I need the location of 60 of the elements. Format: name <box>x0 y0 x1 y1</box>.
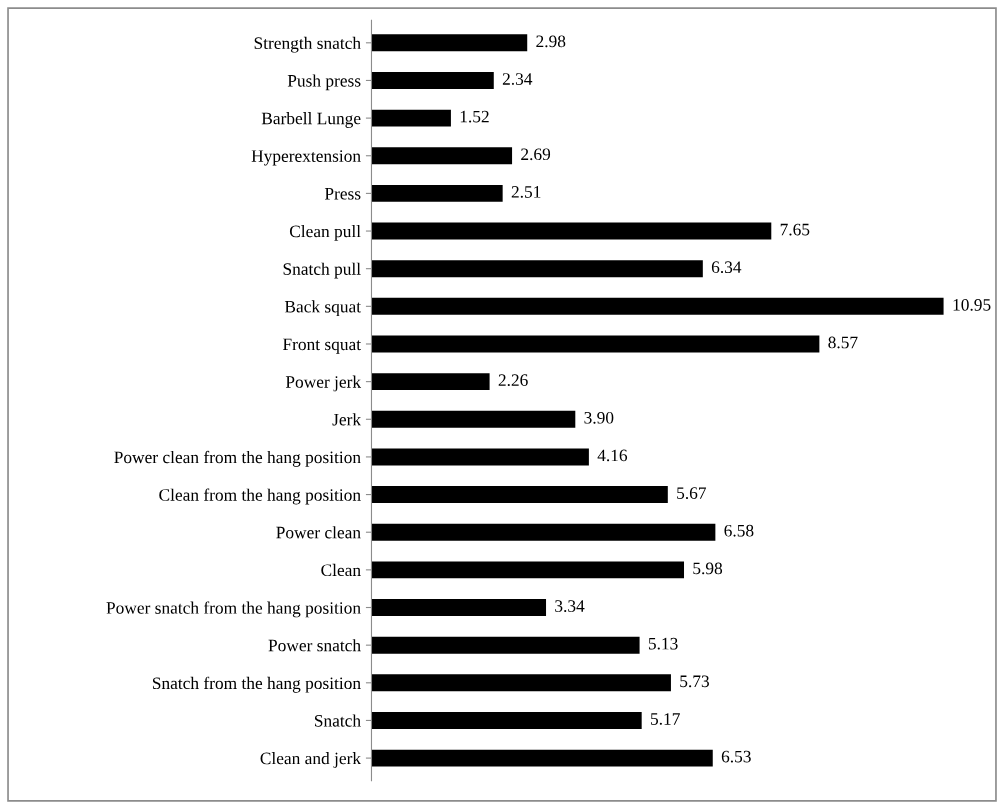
y-tick-label: Power snatch <box>268 639 361 652</box>
bar <box>371 147 513 165</box>
y-tick-label: Power jerk <box>285 375 362 392</box>
y-tick-label: Power clean <box>276 526 361 539</box>
bar <box>371 523 716 541</box>
data-label: 3.90 <box>584 411 614 424</box>
bar <box>371 297 944 315</box>
data-label: 2.34 <box>502 73 533 85</box>
data-label: 1.52 <box>460 110 489 123</box>
y-tick-label: Press <box>324 188 361 200</box>
bar <box>371 222 772 240</box>
bar <box>371 711 642 729</box>
y-tick-label: Push press <box>287 74 361 91</box>
y-tick-label: Strength snatch <box>254 36 361 53</box>
bar <box>371 335 820 353</box>
data-label: 5.98 <box>693 562 723 575</box>
bar <box>371 636 640 654</box>
y-tick-label: Clean and jerk <box>260 752 362 768</box>
bar <box>371 448 589 466</box>
y-tick-label: Power snatch from the hang position <box>106 601 361 618</box>
bar <box>371 410 576 428</box>
y-tick-label: Power clean from the hang position <box>114 450 361 467</box>
data-label: 6.58 <box>724 524 754 537</box>
data-label: 2.69 <box>521 148 551 161</box>
bar <box>371 34 528 52</box>
bar <box>371 184 503 202</box>
bar <box>371 260 703 278</box>
y-tick-label: Snatch pull <box>283 262 361 279</box>
y-tick-label: Clean pull <box>289 225 361 241</box>
y-tick-label: Clean <box>321 563 361 577</box>
y-tick-label: Snatch <box>314 714 361 727</box>
data-label: 5.73 <box>680 675 709 688</box>
data-label: 5.67 <box>677 487 707 499</box>
bar <box>371 599 547 616</box>
y-tick-label: Barbell Lunge <box>261 112 361 128</box>
data-label: 7.65 <box>780 223 810 236</box>
bar <box>371 109 451 127</box>
data-label: 2.51 <box>511 186 541 198</box>
data-label: 8.57 <box>828 336 858 349</box>
data-label: 2.98 <box>536 35 566 48</box>
y-tick-label: Clean from the hang position <box>159 488 361 505</box>
data-label: 6.53 <box>721 750 751 763</box>
y-tick-label: Hyperextension <box>251 150 361 166</box>
data-label: 10.95 <box>953 298 991 311</box>
y-tick-label: Snatch from the hang position <box>152 676 361 693</box>
data-label: 2.26 <box>498 374 528 387</box>
bar <box>371 749 713 767</box>
y-tick-label: Jerk <box>332 413 362 426</box>
data-label: 4.16 <box>597 449 628 462</box>
bar <box>371 561 685 579</box>
bar <box>371 71 494 89</box>
bar <box>371 674 671 692</box>
data-label: 6.34 <box>711 261 742 274</box>
y-tick-label: Back squat <box>284 300 361 317</box>
data-label: 5.13 <box>648 637 678 650</box>
bar <box>371 486 668 504</box>
y-tick-label: Front squat <box>282 338 361 354</box>
data-label: 5.17 <box>651 713 680 725</box>
bar <box>371 373 490 391</box>
data-label: 3.34 <box>555 600 585 612</box>
